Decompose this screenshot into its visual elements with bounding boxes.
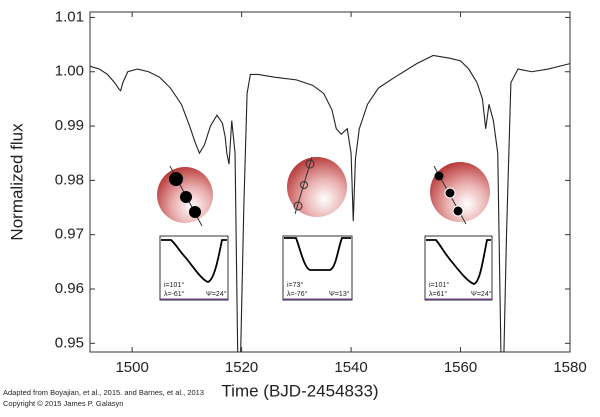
inset-label: i=101° xyxy=(429,281,449,289)
y-tick-label: 0.96 xyxy=(55,280,84,297)
y-tick-label: 0.95 xyxy=(55,334,84,351)
y-tick-label: 0.99 xyxy=(55,117,84,134)
x-tick-label: 1520 xyxy=(225,359,258,376)
planet xyxy=(444,187,456,199)
illustrations xyxy=(157,156,493,301)
x-tick-label: 1580 xyxy=(553,359,586,376)
inset-box xyxy=(424,235,493,301)
x-tick-label: 1560 xyxy=(444,359,477,376)
star xyxy=(287,157,347,217)
inset-curve xyxy=(284,237,351,271)
inset-label: Ψ=13° xyxy=(329,290,350,298)
planet xyxy=(434,171,444,181)
y-axis-label: Normalized flux xyxy=(7,123,26,241)
credit: Copyright © 2015 James P. Galasyn xyxy=(3,399,123,408)
x-tick-label: 1500 xyxy=(115,359,148,376)
inset-label: λ=-76° xyxy=(287,290,308,298)
inset-label: Ψ=24° xyxy=(471,290,492,298)
inset-curve xyxy=(426,239,491,285)
inset-label: i=101° xyxy=(164,281,184,289)
planet xyxy=(180,191,192,203)
y-tick-label: 0.97 xyxy=(55,226,84,243)
y-tick-label: 1.01 xyxy=(55,8,84,25)
inset-label: Ψ=24° xyxy=(206,290,227,298)
inset-box xyxy=(282,235,353,301)
inset-label: i=73° xyxy=(287,281,303,289)
planet xyxy=(189,206,201,218)
planet xyxy=(305,159,315,169)
planet xyxy=(169,172,183,186)
flux-line xyxy=(90,54,570,352)
planet xyxy=(293,201,303,211)
x-tick-label: 1540 xyxy=(334,359,367,376)
x-axis-label: Time (BJD-2454833) xyxy=(221,381,378,400)
planet xyxy=(452,205,464,217)
credit: Adapted from Boyajian, et al., 2015. and… xyxy=(3,388,204,397)
inset-label: λ=-61° xyxy=(164,290,185,298)
planet xyxy=(300,181,308,189)
inset-curve xyxy=(161,239,227,283)
star xyxy=(430,162,490,222)
plot-frame xyxy=(89,11,571,353)
y-tick-label: 0.98 xyxy=(55,171,84,188)
y-tick-label: 1.00 xyxy=(55,63,84,80)
inset-label: λ=61° xyxy=(429,290,447,298)
transit-chord xyxy=(294,156,313,215)
